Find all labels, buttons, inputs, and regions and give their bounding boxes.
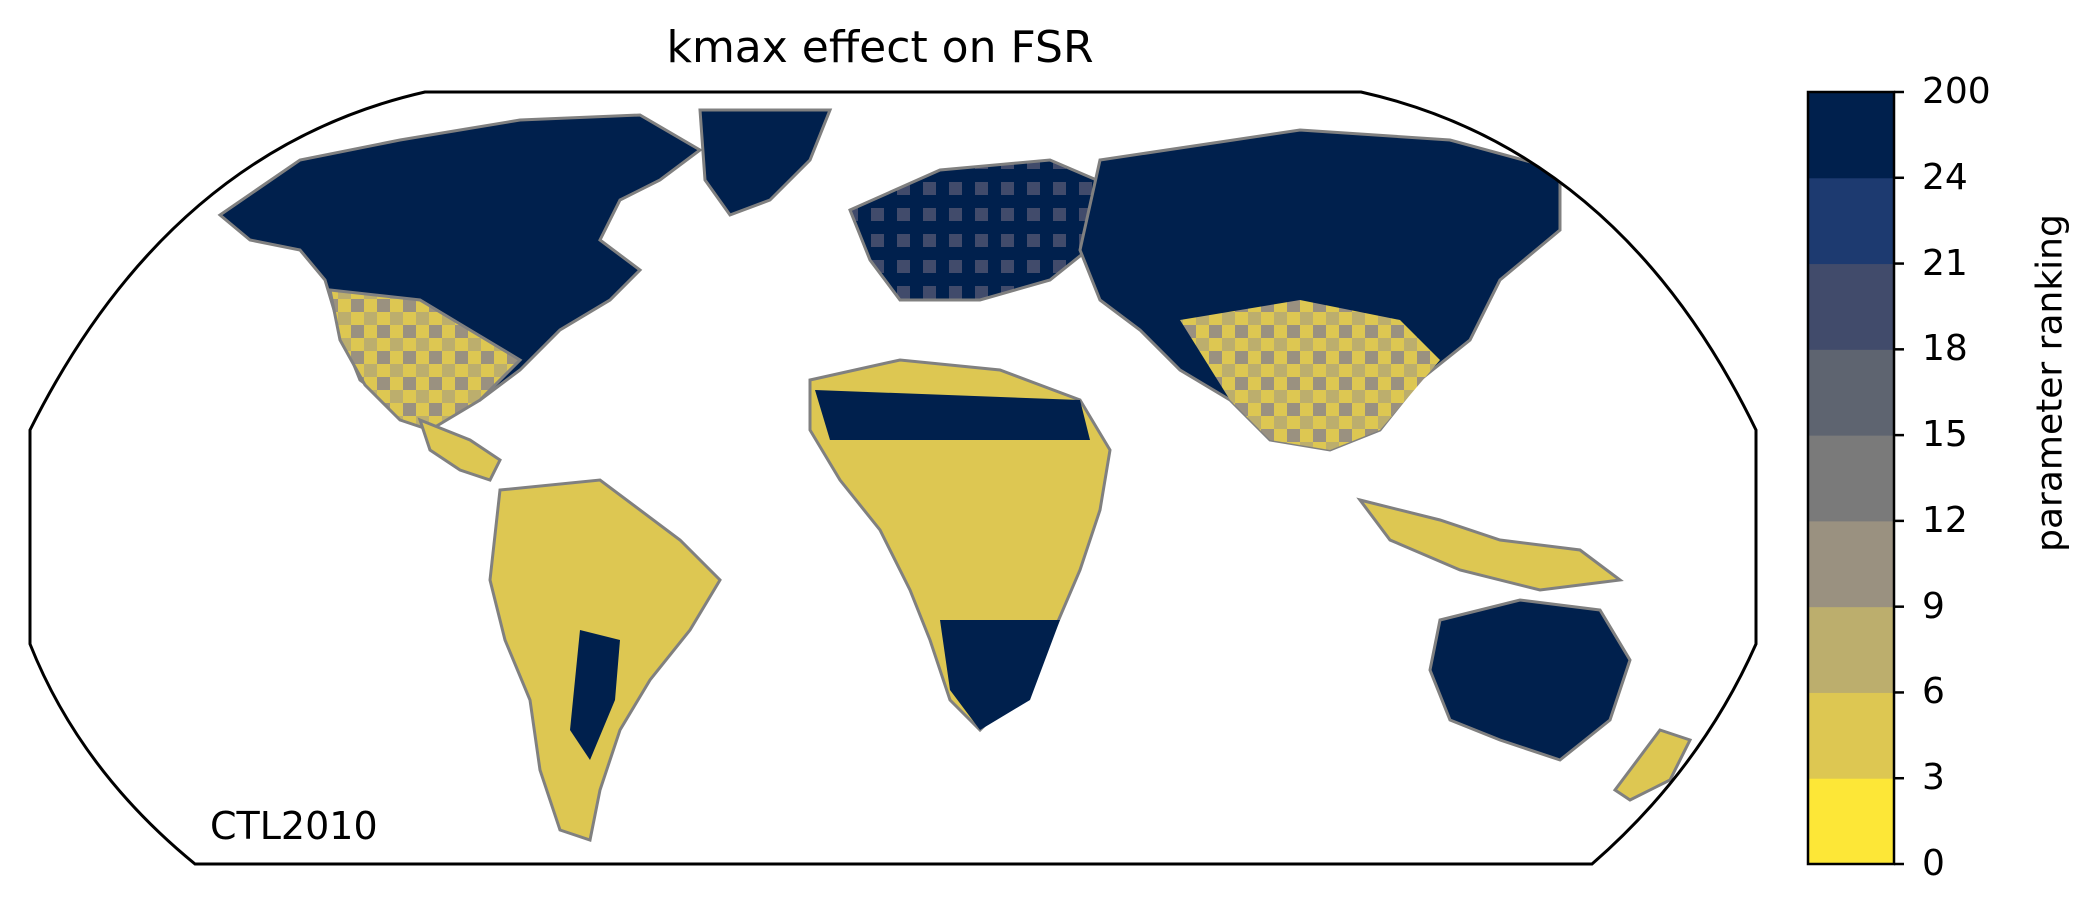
region-southern-africa	[940, 620, 1060, 730]
colorbar-tick-label: 18	[1922, 331, 1968, 367]
region-indonesia	[1360, 500, 1620, 590]
region-australia	[1430, 600, 1630, 760]
colorbar-segment	[1808, 692, 1894, 778]
colorbar-tick-label: 6	[1922, 674, 1945, 710]
land-layer	[220, 110, 1690, 840]
colorbar-segment	[1808, 178, 1894, 264]
colorbar-tick-label: 12	[1922, 503, 1968, 539]
region-new-zealand	[1615, 730, 1690, 800]
colorbar-label: parameter ranking	[2030, 214, 2071, 552]
colorbar-tick-label: 0	[1922, 846, 1945, 882]
colorbar-segment	[1808, 607, 1894, 693]
colorbar-tick-label: 3	[1922, 760, 1945, 796]
panel-label: CTL2010	[210, 804, 378, 848]
colorbar-segment	[1808, 264, 1894, 350]
colorbar-tick-label: 9	[1922, 589, 1945, 625]
region-asia-south	[1180, 300, 1440, 450]
colorbar-tick-label: 24	[1922, 160, 1968, 196]
colorbar-segment	[1808, 521, 1894, 607]
colorbar-segment	[1808, 92, 1894, 178]
colorbar-tick-label: 21	[1922, 246, 1968, 282]
region-greenland	[700, 110, 830, 215]
colorbar-tick-label: 200	[1922, 74, 1991, 110]
region-central-america	[420, 420, 500, 480]
colorbar-segment	[1808, 349, 1894, 435]
colorbar-segment	[1808, 778, 1894, 864]
region-europe	[850, 160, 1120, 300]
colorbar-tick-label: 15	[1922, 417, 1968, 453]
colorbar-segment	[1808, 435, 1894, 521]
colorbar	[1808, 92, 1904, 865]
